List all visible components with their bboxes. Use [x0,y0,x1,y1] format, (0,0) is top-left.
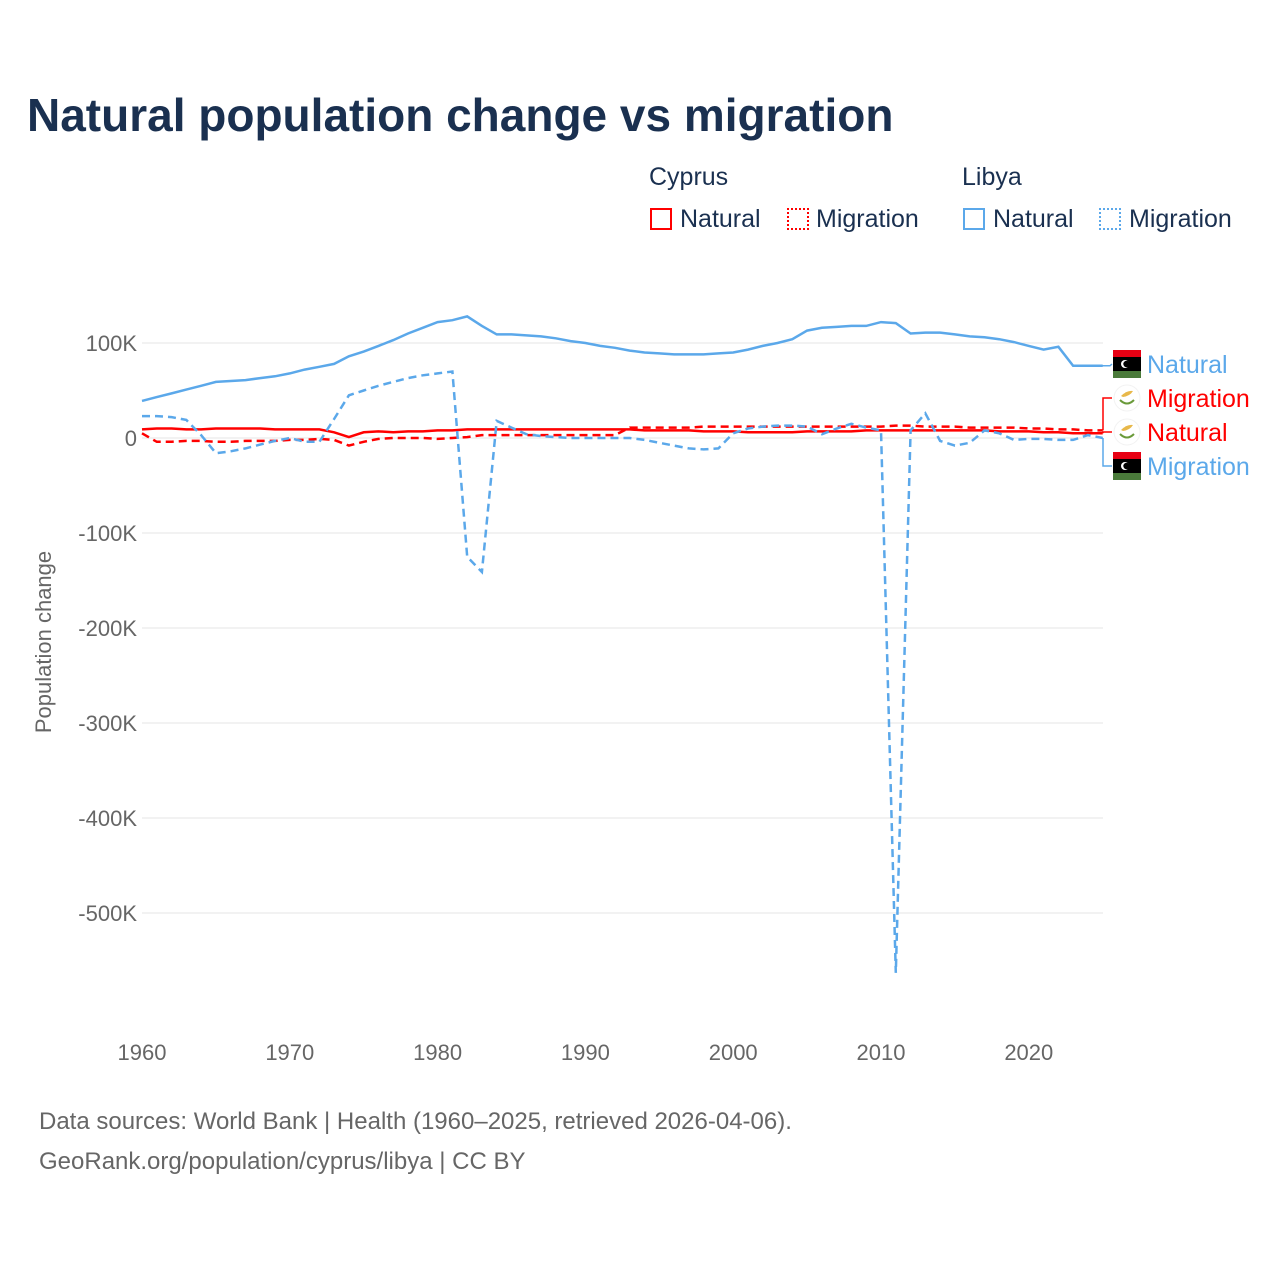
series-line-cyprus-natural [141,427,1103,439]
y-tick-label: -300K [78,711,137,736]
flag-island [1121,390,1133,397]
flag-branches [1119,399,1135,405]
connector-line [1102,431,1112,434]
legend-label-libya-natural[interactable]: Natural [993,205,1074,233]
end-label-cyprus-natural: Natural [1147,419,1228,447]
cyprus-flag-icon [1113,418,1141,446]
flag-branches [1119,433,1135,439]
flag-crescent [1123,360,1130,368]
legend-swatch-cyprus-natural[interactable] [650,208,672,230]
legend-group-libya: Libya [962,163,1022,191]
connector-line [1073,363,1113,367]
legend-group-cyprus: Cyprus [649,163,729,191]
chart-title: Natural population change vs migration [27,89,894,141]
connector-line [1102,397,1112,431]
series-line-libya-migration [142,370,1103,973]
legend-swatch-cyprus-migration[interactable] [787,208,809,230]
x-tick-label: 1990 [561,1040,610,1065]
flag-stripe [1113,350,1141,357]
flag-stripe [1113,452,1141,459]
cyprus-flag-icon [1113,384,1141,412]
x-tick-label: 2000 [709,1040,758,1065]
y-tick-label: -500K [78,901,137,926]
legend-swatch-libya-natural[interactable] [963,208,985,230]
series-line-cyprus-migration [141,424,1103,447]
x-tick-label: 1960 [118,1040,167,1065]
series-line-libya-natural [141,315,1103,403]
flag-island [1121,424,1133,431]
legend-label-cyprus-natural[interactable]: Natural [680,205,761,233]
connector-line [1102,438,1112,467]
y-tick-label: 100K [86,331,138,356]
end-label-libya-migration: Migration [1147,453,1250,481]
legend-swatch-libya-migration[interactable] [1099,208,1121,230]
y-axis-label: Population change [31,551,56,733]
footer-source: Data sources: World Bank | Health (1960–… [39,1108,792,1135]
y-tick-label: -400K [78,806,137,831]
legend-label-libya-migration[interactable]: Migration [1129,205,1232,233]
y-tick-label: -200K [78,616,137,641]
x-tick-label: 2020 [1004,1040,1053,1065]
end-label-cyprus-migration: Migration [1147,385,1250,413]
flag-crescent [1123,462,1130,470]
flag-stripe [1113,371,1141,378]
y-tick-label: -100K [78,521,137,546]
x-tick-label: 1980 [413,1040,462,1065]
x-tick-label: 1970 [265,1040,314,1065]
legend-label-cyprus-migration[interactable]: Migration [816,205,919,233]
x-tick-label: 2010 [857,1040,906,1065]
y-tick-label: 0 [125,426,137,451]
end-label-libya-natural: Natural [1147,351,1228,379]
flag-stripe [1113,473,1141,480]
footer-attribution: GeoRank.org/population/cyprus/libya | CC… [39,1148,526,1175]
